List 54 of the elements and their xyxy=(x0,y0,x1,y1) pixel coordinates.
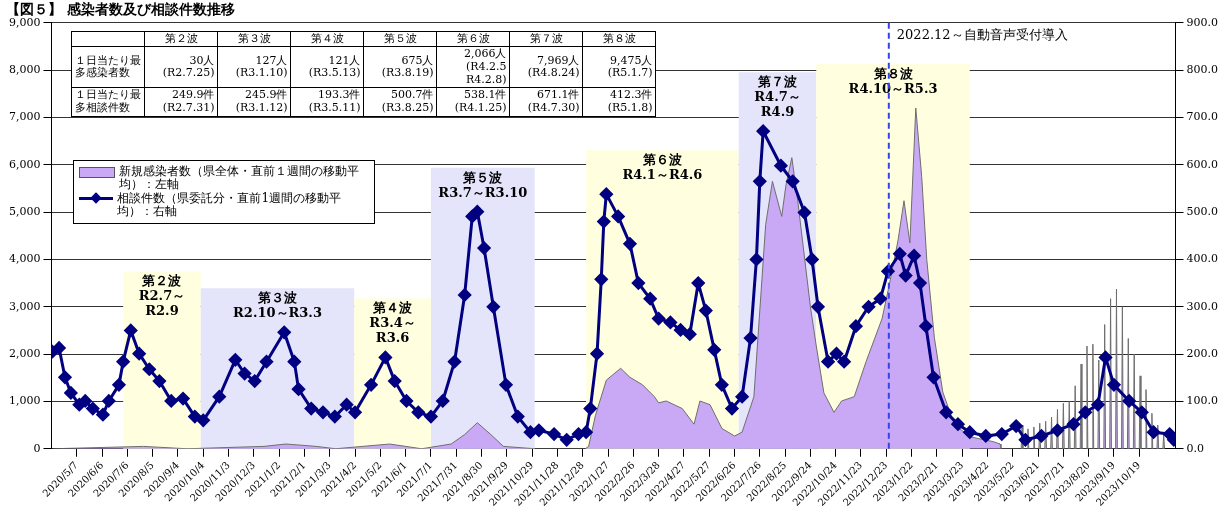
annotation: 412.3件 (R5.1.8) xyxy=(582,87,656,117)
y2-tick-label: 300.0 xyxy=(1186,299,1219,313)
annotation: 671.1件 (R4.7.30) xyxy=(509,87,583,117)
y-tick-label: 3,000 xyxy=(8,299,41,313)
band-label: 第６波 R4.1～R4.6 xyxy=(622,152,703,183)
chart-title: 【図５】 感染者数及び相談件数推移 xyxy=(6,1,235,18)
annotation: 7,969人 (R4.8.24) xyxy=(509,46,583,88)
annotation: 9,475人 (R5.1.7) xyxy=(582,46,656,88)
annotation: １日当たり最多感染者数 xyxy=(71,46,145,88)
y2-tick-label: 0.0 xyxy=(1186,441,1205,455)
annotation: 30人 (R2.7.25) xyxy=(144,46,218,88)
annotation: 第７波 xyxy=(509,31,583,47)
legend-label: 相談件数（県委託分・直前1週間の移動平均）：右軸 xyxy=(117,191,343,219)
annotation: 500.7件 (R3.8.25) xyxy=(363,87,437,117)
y2-tick-label: 500.0 xyxy=(1186,204,1219,218)
band-label: 第８波 R4.10～R5.3 xyxy=(848,65,938,96)
y-tick-label: 2,000 xyxy=(8,346,41,360)
annotation: 675人 (R3.8.19) xyxy=(363,46,437,88)
annotation: 127人 (R3.1.10) xyxy=(217,46,291,88)
y2-tick-label: 200.0 xyxy=(1186,346,1219,360)
annotation: 538.1件 (R4.1.25) xyxy=(436,87,510,117)
y-tick-label: 4,000 xyxy=(8,252,41,266)
annotation: １日当たり最多相談件数 xyxy=(71,87,145,117)
y2-tick-label: 900.0 xyxy=(1186,15,1219,29)
annotation: 249.9件 (R2.7.31) xyxy=(144,87,218,117)
annotation: 第８波 xyxy=(582,31,656,47)
annotation: 2,066人 (R4.2.5 R4.2.8) xyxy=(436,46,510,88)
y-tick-label: 6,000 xyxy=(8,157,41,171)
annotation: 121人 (R3.5.13) xyxy=(290,46,364,88)
y2-tick-label: 600.0 xyxy=(1186,157,1219,171)
annotation: 193.3件 (R3.5.11) xyxy=(290,87,364,117)
y2-tick-label: 100.0 xyxy=(1186,394,1219,408)
band-label: 第３波 R2.10～R3.3 xyxy=(233,290,322,321)
band-label: 第７波 R4.7～ R4.9 xyxy=(754,74,801,120)
y-tick-label: 9,000 xyxy=(8,15,41,29)
y2-tick-label: 400.0 xyxy=(1186,252,1219,266)
band-label: 第４波 R3.4～ R3.6 xyxy=(369,300,416,346)
y-tick-label: 8,000 xyxy=(8,62,41,76)
annotation: 第２波 xyxy=(144,31,218,47)
annotation: 245.9件 (R3.1.12) xyxy=(217,87,291,117)
annotation: 第３波 xyxy=(217,31,291,47)
y2-tick-label: 700.0 xyxy=(1186,110,1219,124)
y-tick-label: 1,000 xyxy=(8,394,41,408)
band-label: 第５波 R3.7～R3.10 xyxy=(438,169,528,200)
y2-tick-label: 800.0 xyxy=(1186,62,1219,76)
annotation: 第５波 xyxy=(363,31,437,47)
y-tick-label: 0 xyxy=(33,441,41,455)
band-label: 第２波 R2.7～ R2.9 xyxy=(138,273,186,319)
y-tick-label: 5,000 xyxy=(8,204,41,218)
y-tick-label: 7,000 xyxy=(8,110,41,124)
annotation: 第６波 xyxy=(436,31,510,47)
legend-label: 新規感染者数（県全体・直前１週間の移動平均）：左軸 xyxy=(119,163,361,192)
ref-line-label: 2022.12～自動音声受付導入 xyxy=(896,26,1068,42)
annotation: 第４波 xyxy=(290,31,364,47)
